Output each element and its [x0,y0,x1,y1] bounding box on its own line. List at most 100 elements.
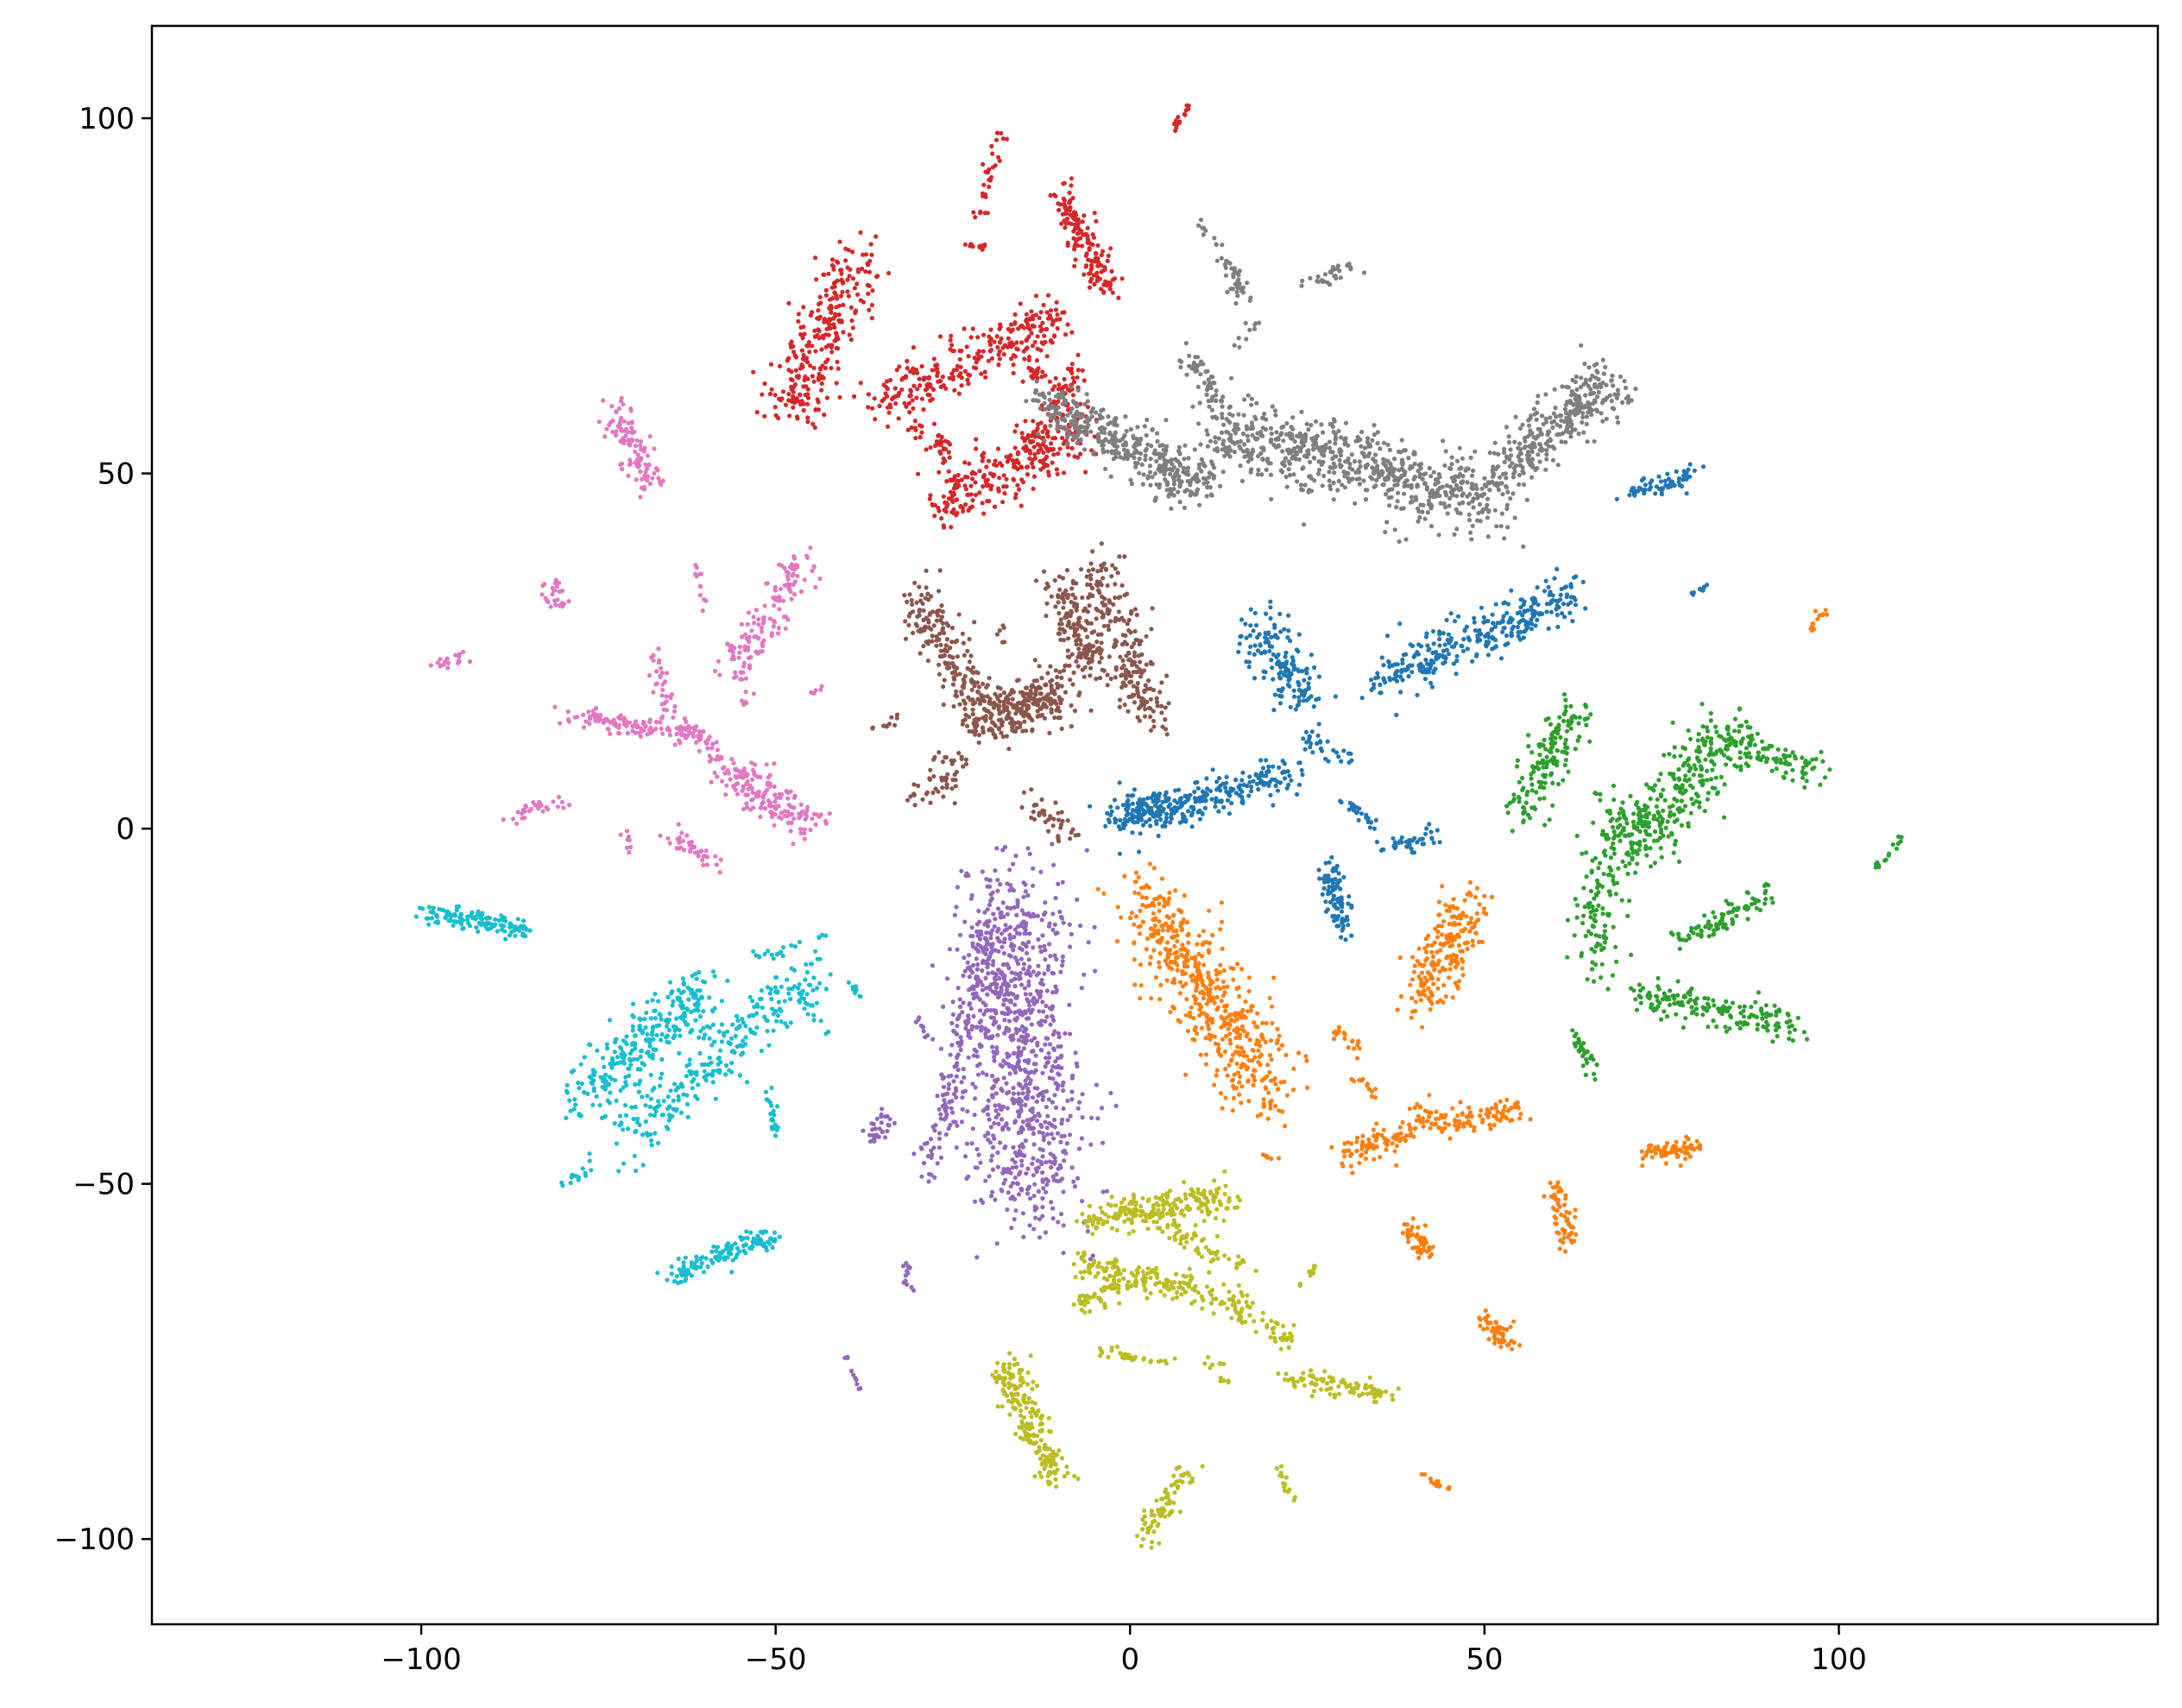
scatter-point [1486,1337,1491,1342]
scatter-point [1033,312,1038,318]
scatter-point [971,365,976,370]
scatter-point [1291,1087,1296,1093]
scatter-point [1193,780,1198,785]
scatter-point [1270,777,1275,782]
scatter-point [1156,833,1161,839]
scatter-point [1417,1104,1422,1109]
scatter-point [1648,484,1654,490]
scatter-point [1636,848,1642,853]
scatter-point [1157,965,1162,970]
scatter-point [1722,782,1727,787]
scatter-point [1304,666,1309,671]
scatter-point [1629,952,1634,957]
scatter-point [970,470,975,475]
scatter-point [1085,225,1090,230]
scatter-point [1421,980,1426,986]
scatter-point [962,474,968,480]
scatter-point [1644,853,1649,858]
scatter-point [997,939,1002,944]
scatter-point [1555,747,1560,753]
scatter-point [989,143,994,148]
scatter-point [1403,652,1409,657]
scatter-point [1542,822,1548,828]
scatter-point [1258,772,1264,777]
scatter-point [1398,993,1403,999]
scatter-point [1236,649,1241,654]
scatter-point [1563,757,1568,763]
scatter-point [935,373,940,378]
scatter-point [1610,824,1616,829]
scatter-point [941,460,946,465]
scatter-point [767,391,773,397]
scatter-point [1291,688,1296,693]
scatter-point [834,305,839,310]
scatter-point [1147,816,1152,822]
scatter-point [881,382,886,388]
scatter-point [1705,768,1710,773]
scatter-point [1569,1230,1574,1236]
scatter-point [1243,1015,1248,1020]
scatter-point [1398,690,1403,695]
scatter-point [981,484,986,489]
scatter-point [1184,952,1190,957]
scatter-point [1239,633,1244,639]
scatter-point [1428,1006,1433,1012]
scatter-point [1157,908,1162,913]
scatter-point [829,365,834,371]
cluster-0-7 [1301,722,1354,766]
scatter-point [1148,955,1153,960]
scatter-point [1540,742,1546,748]
scatter-point [1346,923,1351,928]
scatter-point [1651,813,1657,818]
scatter-point [1109,268,1114,274]
scatter-point [1043,900,1048,905]
scatter-point [1529,788,1535,793]
scatter-point [1346,1148,1352,1153]
scatter-point [1800,755,1805,760]
scatter-point [1728,736,1733,741]
scatter-point [1528,816,1533,821]
scatter-point [1050,319,1056,325]
scatter-point [1466,1105,1472,1110]
scatter-point [1450,1106,1455,1111]
scatter-point [798,393,803,398]
scatter-point [1657,1148,1662,1153]
scatter-point [1388,678,1393,683]
scatter-point [919,396,924,401]
scatter-point [1599,832,1605,837]
scatter-point [1106,253,1111,258]
scatter-point [1297,760,1302,766]
scatter-point [1230,1052,1236,1057]
scatter-point [1036,448,1041,453]
scatter-point [1553,1216,1559,1221]
scatter-point [1438,1125,1443,1131]
scatter-point [1754,1014,1759,1020]
scatter-point [1689,1005,1694,1010]
scatter-point [1676,777,1682,783]
scatter-point [1452,619,1458,624]
scatter-point [1113,1103,1119,1108]
scatter-point [1435,949,1440,955]
scatter-point [846,293,852,299]
scatter-point [1397,1125,1403,1130]
scatter-point [807,350,812,355]
scatter-point [1702,913,1707,918]
scatter-point [1342,1154,1347,1159]
scatter-point [1315,741,1320,747]
scatter-point [1016,1045,1021,1050]
scatter-point [1322,873,1327,879]
scatter-point [1143,801,1148,807]
scatter-point [1031,444,1037,450]
scatter-point [1349,1151,1354,1157]
scatter-point [913,427,918,432]
scatter-point [978,1160,983,1165]
cluster-0-1 [1170,758,1305,822]
scatter-point [1577,715,1582,720]
scatter-point [1222,1019,1227,1024]
scatter-point [1756,750,1762,755]
scatter-point [982,369,987,375]
scatter-point [1808,627,1813,632]
scatter-point [1069,330,1075,335]
scatter-point [1662,1147,1668,1152]
scatter-point [1446,632,1451,637]
